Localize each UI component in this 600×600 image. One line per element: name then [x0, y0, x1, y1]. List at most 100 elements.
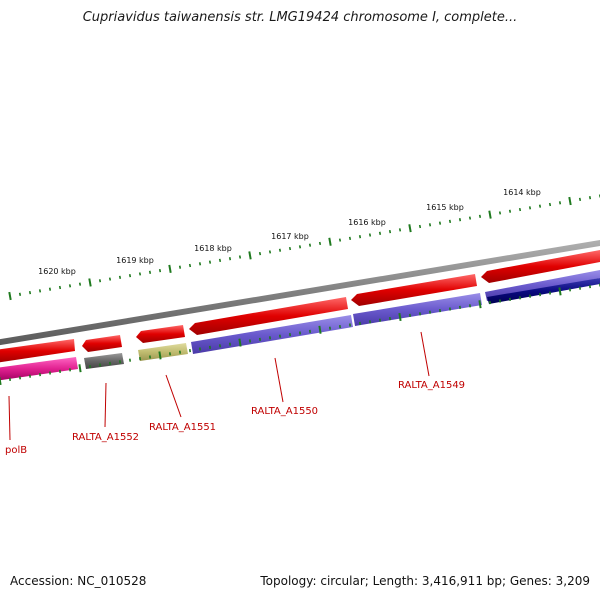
outer-ring-major-tick: [408, 224, 412, 233]
outer-ring-minor-tick: [38, 289, 42, 293]
outer-ring-minor-tick: [178, 265, 182, 269]
outer-ring-minor-tick: [208, 260, 212, 264]
outer-ring-minor-tick: [318, 241, 322, 246]
outer-ring-minor-tick: [518, 207, 522, 212]
outer-ring-major-tick: [8, 291, 12, 301]
outer-ring-minor-tick: [388, 229, 392, 234]
leader-RALTA_A1550: [274, 357, 284, 403]
outer-ring-minor-tick: [118, 275, 122, 279]
kbp-label-1618: 1618 kbp: [194, 244, 232, 253]
gene-forward-6[interactable]: [481, 250, 600, 283]
gene-forward-4[interactable]: [189, 297, 348, 335]
outer-ring-minor-tick: [288, 246, 292, 251]
outer-ring-minor-tick: [348, 236, 352, 241]
inner-ring-major-tick: [158, 351, 162, 360]
kbp-label-1617: 1617 kbp: [271, 232, 309, 241]
gene-reverse-7[interactable]: [487, 278, 600, 304]
outer-ring-minor-tick: [418, 224, 422, 229]
outer-ring-minor-tick: [98, 279, 102, 283]
outer-ring-minor-tick: [18, 292, 22, 296]
outer-ring-minor-tick: [558, 201, 562, 205]
outer-ring-minor-tick: [198, 262, 202, 266]
label-leaders: [8, 331, 430, 441]
outer-ring-minor-tick: [588, 196, 592, 200]
outer-ring-minor-tick: [158, 268, 162, 273]
outer-ring-major-tick: [248, 251, 252, 260]
outer-ring-minor-tick: [48, 287, 52, 291]
outer-ring-minor-tick: [138, 272, 142, 276]
outer-ring-minor-tick: [268, 250, 272, 254]
outer-ring-major-tick: [328, 237, 332, 246]
accession-text: Accession: NC_010528: [10, 574, 147, 588]
gene-forward-1[interactable]: [0, 339, 75, 363]
outer-ring-minor-tick: [478, 214, 482, 218]
outer-ring-minor-tick: [508, 209, 512, 213]
kbp-label-1615: 1615 kbp: [426, 203, 464, 212]
outer-ring-minor-tick: [28, 290, 32, 295]
outer-ring-minor-tick: [278, 248, 282, 252]
kbp-label-1616: 1616 kbp: [348, 218, 386, 227]
kbp-label-1620: 1620 kbp: [38, 267, 76, 276]
outer-ring-minor-tick: [128, 274, 132, 278]
outer-ring-minor-tick: [228, 257, 232, 261]
outer-ring-minor-tick: [538, 204, 542, 208]
outer-ring-minor-tick: [238, 255, 242, 259]
outer-ring-minor-tick: [108, 277, 112, 281]
gene-reverse-RALTA_A1549[interactable]: [353, 293, 482, 326]
outer-ring-minor-tick: [398, 228, 402, 232]
inner-ring-major-tick: [238, 338, 242, 347]
gene-forward-2[interactable]: [82, 335, 122, 352]
gene-label-RALTA_A1549[interactable]: RALTA_A1549: [398, 380, 465, 391]
leader-polB: [8, 395, 11, 441]
outer-tick-ring: [8, 194, 600, 301]
outer-ring-minor-tick: [358, 235, 362, 239]
gene-label-RALTA_A1551[interactable]: RALTA_A1551: [149, 422, 216, 433]
outer-ring-minor-tick: [298, 245, 302, 249]
outer-ring-minor-tick: [448, 219, 452, 224]
inner-ring-major-tick: [478, 300, 482, 309]
gene-forward-5[interactable]: [351, 274, 477, 306]
kbp-labels: 1620 kbp 1619 kbp 1618 kbp 1617 kbp 1616…: [38, 188, 541, 276]
outer-ring-minor-tick: [378, 231, 382, 235]
outer-ring-minor-tick: [578, 197, 582, 202]
kbp-label-1614: 1614 kbp: [503, 188, 541, 197]
gene-reverse-RALTA_A1552[interactable]: [84, 353, 124, 369]
inner-ring-major-tick: [398, 312, 402, 322]
leader-RALTA_A1552: [104, 382, 107, 428]
inner-ring-major-tick: [78, 364, 82, 373]
outer-ring-minor-tick: [78, 282, 82, 286]
outer-ring-major-tick: [168, 264, 172, 273]
leader-RALTA_A1551: [165, 374, 182, 418]
outer-ring-minor-tick: [528, 206, 532, 210]
gene-forward-3[interactable]: [136, 325, 185, 343]
gene-reverse-polB[interactable]: [0, 357, 78, 381]
outer-ring-major-tick: [88, 278, 92, 287]
outer-ring-minor-tick: [498, 211, 502, 215]
inner-ring-major-tick: [0, 376, 2, 385]
outer-ring-minor-tick: [368, 233, 372, 237]
genome-stats-text: Topology: circular; Length: 3,416,911 bp…: [260, 574, 590, 588]
map-title: Cupriavidus taiwanensis str. LMG19424 ch…: [82, 10, 518, 25]
kbp-label-1619: 1619 kbp: [116, 256, 154, 265]
outer-ring-major-tick: [488, 210, 492, 219]
outer-ring-minor-tick: [58, 285, 62, 290]
genome-backbone: [0, 240, 600, 346]
gene-reverse-RALTA_A1550[interactable]: [191, 315, 353, 354]
gene-label-RALTA_A1552[interactable]: RALTA_A1552: [72, 432, 139, 443]
outer-ring-minor-tick: [468, 216, 472, 220]
gene-label-RALTA_A1550[interactable]: RALTA_A1550: [251, 406, 318, 417]
gene-label-polB[interactable]: polB: [5, 445, 27, 456]
outer-ring-major-tick: [568, 196, 572, 206]
outer-ring-minor-tick: [188, 263, 192, 268]
outer-ring-minor-tick: [68, 284, 72, 288]
inner-ring-major-tick: [318, 325, 322, 334]
outer-ring-minor-tick: [148, 270, 152, 274]
inner-ring-major-tick: [558, 287, 562, 296]
outer-ring-minor-tick: [428, 223, 432, 227]
gene-labels: polB RALTA_A1552 RALTA_A1551 RALTA_A1550…: [5, 380, 465, 456]
outer-ring-minor-tick: [308, 243, 312, 247]
forward-strand-genes: [0, 250, 600, 363]
outer-ring-minor-tick: [438, 221, 442, 225]
outer-ring-minor-tick: [258, 251, 262, 256]
